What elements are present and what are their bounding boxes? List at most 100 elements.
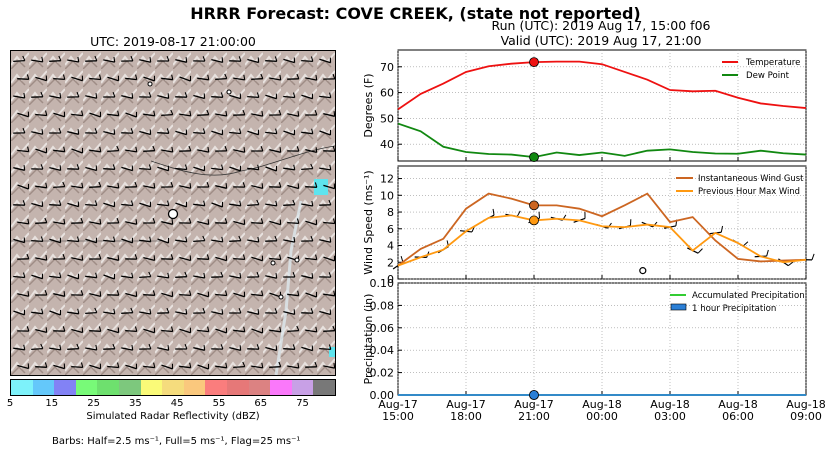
x-tick-label-time: 15:00	[382, 410, 414, 423]
wind-barb	[103, 343, 116, 350]
wind-barb	[283, 309, 296, 316]
wind-barb	[233, 291, 246, 298]
wind-barb	[13, 237, 26, 244]
wind-barb	[287, 218, 300, 225]
wind-barb	[233, 361, 246, 369]
wind-barb	[125, 74, 138, 81]
wind-barb	[269, 219, 282, 226]
wind-barb	[251, 290, 264, 297]
wind-barb	[71, 110, 84, 117]
chart-panel-2: 0.00 0.02 0.04 0.06 0.08 0.10 Precipitation (i…	[362, 277, 807, 402]
wind-barb	[139, 308, 152, 315]
wind-barb	[193, 345, 206, 351]
wind-barb	[287, 362, 300, 369]
map-canvas	[11, 51, 335, 375]
y-tick-label: 12	[380, 173, 394, 186]
wind-barb	[35, 110, 48, 117]
wind-barb	[49, 55, 62, 62]
wind-barb	[53, 181, 66, 189]
wind-barb	[103, 164, 116, 170]
wind-barb	[121, 128, 134, 134]
wind-barb	[193, 200, 206, 207]
wind-barb	[319, 92, 332, 99]
colorbar-tick-label: 35	[129, 398, 142, 409]
wind-barb	[175, 164, 188, 171]
wind-barb	[17, 291, 30, 297]
y-tick-label: 40	[380, 138, 394, 151]
wind-barb	[175, 57, 188, 63]
wind-barb	[323, 255, 335, 262]
wind-barb	[193, 272, 206, 279]
x-tick-label-date: Aug-17	[446, 398, 485, 411]
wind-barb	[323, 146, 335, 152]
wind-barb	[121, 93, 134, 99]
series-line	[397, 60, 807, 111]
wind-barb	[283, 236, 296, 243]
wind-barb	[107, 255, 120, 261]
wind-barb	[283, 164, 296, 171]
wind-barb	[157, 56, 170, 62]
y-tick-label: 4	[387, 240, 394, 253]
wind-barb	[283, 92, 296, 99]
wind-barb	[179, 218, 192, 224]
wind-barb	[139, 201, 152, 208]
y-tick-label: 2	[387, 256, 394, 269]
town-marker	[226, 89, 232, 95]
colorbar-tick-label: 45	[170, 398, 184, 409]
wind-barb	[283, 57, 296, 64]
wind-barb	[107, 290, 120, 296]
wind-barb	[49, 165, 62, 172]
wind-barb	[35, 182, 48, 189]
colorbar-swatch	[162, 380, 184, 395]
wind-barb	[125, 326, 138, 333]
wind-barb	[157, 272, 170, 279]
wind-barb	[211, 164, 224, 171]
legend-swatch	[670, 303, 687, 311]
y-tick-label: 0	[387, 273, 394, 286]
wind-barb	[143, 110, 156, 117]
wind-barb	[193, 165, 206, 172]
wind-barb	[161, 254, 174, 260]
wind-barb	[85, 272, 98, 279]
colorbar-tick-label: 25	[87, 398, 100, 409]
wind-barb	[85, 307, 98, 315]
wind-barb	[193, 128, 206, 135]
wind-barb	[35, 217, 48, 224]
reflectivity-colorbar	[10, 379, 336, 396]
wind-barb	[139, 129, 152, 136]
chart-panel-1: 0 2 4 6 8 10 12 Wind Speed (ms⁻¹) Instantaneous …	[362, 165, 815, 286]
y-tick-label: 0.08	[370, 299, 395, 312]
wind-barb	[35, 290, 48, 296]
wind-barb	[85, 55, 98, 62]
wind-barb	[89, 74, 102, 81]
wind-barb	[175, 129, 188, 136]
wind-barb	[215, 218, 228, 224]
x-tick-label-date: Aug-18	[582, 398, 621, 411]
wind-barb	[13, 272, 26, 279]
run-valid-title: Run (UTC): 2019 Aug 17, 15:00 f06 Valid …	[396, 18, 806, 48]
wind-barb	[85, 128, 98, 134]
wind-barb	[319, 199, 332, 206]
wind-barb	[125, 181, 138, 188]
x-tick-label-time: 00:00	[586, 410, 618, 423]
wind-barb	[85, 344, 98, 351]
wind-barb	[71, 182, 84, 189]
wind-barb	[85, 200, 98, 207]
wind-barb	[319, 309, 332, 316]
wind-barb	[233, 219, 246, 226]
wind-barb	[85, 237, 98, 244]
wind-barb	[175, 271, 188, 278]
wind-barb	[269, 361, 282, 368]
wind-barb	[319, 272, 332, 278]
wind-barb	[67, 308, 80, 315]
wind-barb	[229, 345, 242, 352]
wind-barb	[71, 362, 84, 369]
wind-barb	[139, 343, 152, 350]
wind-barb	[175, 201, 188, 208]
wind-barb	[31, 273, 44, 280]
series-marker	[529, 152, 539, 163]
wind-barb	[265, 165, 278, 172]
wind-barb	[179, 145, 192, 152]
wind-barb	[17, 363, 30, 370]
wind-barb	[211, 344, 224, 350]
